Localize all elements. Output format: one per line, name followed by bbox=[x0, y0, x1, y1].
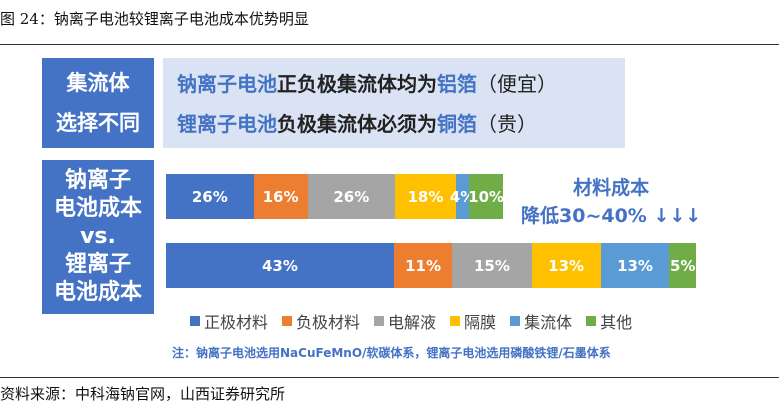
bar-segment-lithium-3: 13% bbox=[531, 243, 601, 288]
comparison-label-box: 钠离子 电池成本 vs. 锂离子 电池成本 bbox=[42, 160, 154, 314]
comparison-line3: vs. bbox=[80, 224, 116, 249]
top-rule bbox=[0, 44, 779, 45]
chart-footnote: 注：钠离子电池选用NaCuFeMnO/软碳体系，锂离子电池选用磷酸铁锂/石墨体系 bbox=[172, 346, 611, 360]
bar-segment-sodium-4: 4% bbox=[450, 174, 475, 219]
bar-segment-sodium-0: 26% bbox=[166, 174, 254, 219]
bar-value-label: 5% bbox=[669, 256, 696, 275]
sodium-note-text: 正负极集流体均为 bbox=[277, 72, 437, 96]
legend-item: 正极材料 bbox=[190, 309, 268, 333]
legend-swatch bbox=[374, 316, 385, 326]
legend-label: 正极材料 bbox=[204, 313, 269, 332]
lithium-note-text: 负极集流体必须为 bbox=[277, 112, 437, 136]
bar-value-label: 15% bbox=[473, 256, 510, 275]
collector-label-line1: 集流体 bbox=[66, 71, 130, 95]
lithium-note-tail: （贵） bbox=[477, 112, 537, 136]
bar-segment-sodium-5: 10% bbox=[468, 174, 505, 219]
bar-value-label: 13% bbox=[617, 256, 653, 275]
bar-segment-lithium-5: 5% bbox=[669, 243, 696, 288]
legend-label: 隔膜 bbox=[464, 313, 497, 332]
legend-item: 其他 bbox=[586, 309, 632, 333]
cost-note-line1: 材料成本 bbox=[573, 177, 650, 199]
lithium-highlight: 锂离子电池 bbox=[177, 112, 277, 136]
cost-note-line2: 降低30~40% ↓↓↓ bbox=[521, 205, 702, 227]
comparison-line2: 电池成本 bbox=[53, 196, 142, 221]
legend-swatch bbox=[510, 316, 521, 326]
legend-swatch bbox=[586, 316, 597, 326]
comparison-line5: 电池成本 bbox=[53, 280, 142, 305]
lithium-note: 锂离子电池负极集流体必须为铜箔（贵） bbox=[177, 108, 537, 137]
bar-value-label: 13% bbox=[548, 256, 585, 275]
legend-item: 隔膜 bbox=[450, 309, 496, 333]
bar-segment-sodium-1: 16% bbox=[253, 174, 308, 219]
bar-value-label: 26% bbox=[191, 187, 228, 206]
legend-swatch bbox=[282, 316, 293, 326]
cost-reduction-note: 材料成本 降低30~40% ↓↓↓ bbox=[521, 174, 701, 230]
legend-item: 电解液 bbox=[374, 309, 436, 333]
sodium-note-tail: （便宜） bbox=[477, 72, 557, 96]
chart-legend: 正极材料 负极材料 电解液 隔膜 集流体 其他 bbox=[190, 309, 632, 333]
bar-value-label: 18% bbox=[407, 187, 444, 206]
collector-note-panel: 钠离子电池正负极集流体均为铝箔（便宜） 锂离子电池负极集流体必须为铜箔（贵） bbox=[163, 58, 625, 148]
bar-segment-lithium-1: 11% bbox=[393, 243, 453, 288]
source-note: 资料来源：中科海钠官网，山西证券研究所 bbox=[0, 385, 286, 403]
bar-segment-sodium-3: 18% bbox=[395, 174, 456, 219]
bar-segment-lithium-2: 15% bbox=[452, 243, 532, 288]
legend-item: 集流体 bbox=[510, 309, 572, 333]
bar-value-label: 16% bbox=[262, 187, 299, 206]
bar-segment-sodium-2: 26% bbox=[307, 174, 396, 219]
collector-label-line2: 选择不同 bbox=[56, 111, 140, 135]
sodium-note: 钠离子电池正负极集流体均为铝箔（便宜） bbox=[177, 68, 557, 97]
bar-segment-lithium-0: 43% bbox=[166, 243, 394, 288]
legend-swatch bbox=[190, 316, 200, 326]
lithium-cost-bar: 43% 11% 15% 13% 13% 5% bbox=[166, 243, 696, 288]
legend-swatch bbox=[450, 316, 461, 326]
bar-value-label: 11% bbox=[405, 256, 441, 275]
bar-value-label: 10% bbox=[468, 187, 505, 206]
bar-value-label: 26% bbox=[333, 187, 370, 206]
comparison-line1: 钠离子 bbox=[64, 168, 131, 193]
sodium-highlight: 钠离子电池 bbox=[177, 72, 277, 96]
collector-label-box: 集流体 选择不同 bbox=[42, 58, 154, 148]
sodium-cost-bar: 26% 16% 26% 18% 4% 10% bbox=[166, 174, 505, 219]
copper-foil-highlight: 铜箔 bbox=[437, 112, 477, 136]
bar-segment-lithium-4: 13% bbox=[600, 243, 670, 288]
legend-label: 集流体 bbox=[524, 313, 573, 332]
legend-label: 负极材料 bbox=[296, 313, 361, 332]
bottom-rule bbox=[0, 377, 779, 378]
bar-value-label: 43% bbox=[261, 256, 298, 275]
comparison-line4: 锂离子 bbox=[64, 252, 131, 277]
legend-label: 电解液 bbox=[388, 313, 437, 332]
legend-label: 其他 bbox=[600, 313, 633, 332]
figure-caption: 图 24：钠离子电池较锂离子电池成本优势明显 bbox=[0, 10, 309, 28]
legend-item: 负极材料 bbox=[282, 309, 360, 333]
aluminum-foil-highlight: 铝箔 bbox=[437, 72, 477, 96]
bar-value-label: 4% bbox=[449, 187, 476, 206]
